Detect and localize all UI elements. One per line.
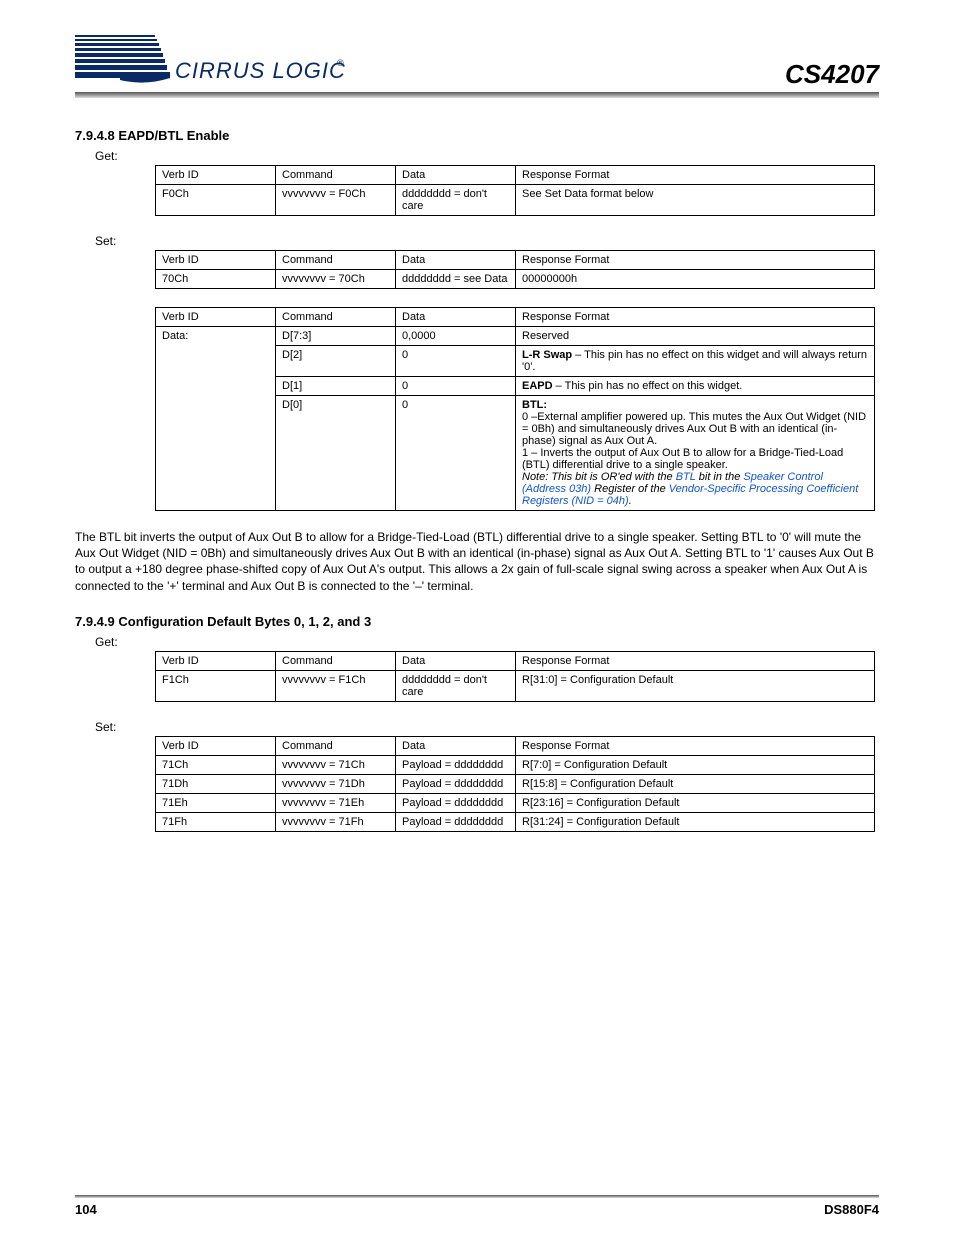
get-table-2: Verb ID Command Data Response Format F1C…: [155, 651, 875, 702]
td: 71Ch: [156, 755, 276, 774]
th: Command: [276, 308, 396, 327]
th: Response Format: [516, 166, 875, 185]
th: Verb ID: [156, 651, 276, 670]
td: F0Ch: [156, 185, 276, 216]
note: Note: This bit is OR'ed with the BTL bit…: [522, 471, 858, 507]
td: R[7:0] = Configuration Default: [516, 755, 875, 774]
cirrus-logo: CIRRUS LOGIC ®: [75, 30, 350, 90]
note-text: Register of the: [591, 483, 669, 495]
lr-swap-text: – This pin has no effect on this widget …: [522, 349, 867, 373]
th: Response Format: [516, 651, 875, 670]
page-header: CIRRUS LOGIC ® CS4207: [75, 30, 879, 90]
data-table-1: Verb ID Command Data Response Format Dat…: [155, 307, 875, 511]
th: Data: [396, 251, 516, 270]
td: D[1]: [276, 377, 396, 396]
td: 71Fh: [156, 812, 276, 831]
td-data-label: Data:: [156, 327, 276, 511]
th: Data: [396, 308, 516, 327]
note-text: Note: This bit is OR'ed with the: [522, 471, 676, 483]
th: Command: [276, 251, 396, 270]
td: R[31:24] = Configuration Default: [516, 812, 875, 831]
section-title-eapd: 7.9.4.8 EAPD/BTL Enable: [75, 128, 879, 143]
td: dddddddd = don't care: [396, 185, 516, 216]
btl-link[interactable]: BTL: [676, 471, 696, 483]
td: 0,0000: [396, 327, 516, 346]
section-title-config: 7.9.4.9 Configuration Default Bytes 0, 1…: [75, 614, 879, 629]
td: vvvvvvvv = 71Dh: [276, 774, 396, 793]
td: See Set Data format below: [516, 185, 875, 216]
header-divider: [75, 92, 879, 98]
td: vvvvvvvv = F0Ch: [276, 185, 396, 216]
set-table-2: Verb ID Command Data Response Format 71C…: [155, 736, 875, 832]
th: Data: [396, 651, 516, 670]
td: R[15:8] = Configuration Default: [516, 774, 875, 793]
td: 71Eh: [156, 793, 276, 812]
td: Payload = dddddddd: [396, 793, 516, 812]
th: Verb ID: [156, 308, 276, 327]
set-label-1: Set:: [95, 234, 879, 248]
td: vvvvvvvv = 71Fh: [276, 812, 396, 831]
td: F1Ch: [156, 670, 276, 701]
th: Command: [276, 736, 396, 755]
get-label-1: Get:: [95, 149, 879, 163]
th: Verb ID: [156, 166, 276, 185]
td: 00000000h: [516, 270, 875, 289]
th: Command: [276, 166, 396, 185]
page-footer: 104 DS880F4: [75, 1195, 879, 1217]
td: 0: [396, 396, 516, 511]
td: D[0]: [276, 396, 396, 511]
td: vvvvvvvv = 71Ch: [276, 755, 396, 774]
th: Data: [396, 166, 516, 185]
td: Payload = dddddddd: [396, 755, 516, 774]
td: R[23:16] = Configuration Default: [516, 793, 875, 812]
th: Response Format: [516, 251, 875, 270]
th: Response Format: [516, 736, 875, 755]
get-label-2: Get:: [95, 635, 879, 649]
footer-divider: [75, 1195, 879, 1198]
td: EAPD – This pin has no effect on this wi…: [516, 377, 875, 396]
btl-label: BTL:: [522, 399, 547, 411]
note-text: .: [629, 495, 632, 507]
td: L-R Swap – This pin has no effect on thi…: [516, 346, 875, 377]
td: Reserved: [516, 327, 875, 346]
set-label-2: Set:: [95, 720, 879, 734]
product-label: CS4207: [785, 59, 879, 90]
td: 70Ch: [156, 270, 276, 289]
th: Verb ID: [156, 736, 276, 755]
td: BTL: 0 –External amplifier powered up. T…: [516, 396, 875, 511]
td: Payload = dddddddd: [396, 812, 516, 831]
th: Response Format: [516, 308, 875, 327]
set-table-1: Verb ID Command Data Response Format 70C…: [155, 250, 875, 289]
eapd-text: – This pin has no effect on this widget.: [553, 380, 743, 392]
page-number: 104: [75, 1202, 97, 1217]
get-table-1: Verb ID Command Data Response Format F0C…: [155, 165, 875, 216]
td: 0: [396, 346, 516, 377]
th: Data: [396, 736, 516, 755]
td: vvvvvvvv = 70Ch: [276, 270, 396, 289]
td: D[2]: [276, 346, 396, 377]
th: Verb ID: [156, 251, 276, 270]
td: D[7:3]: [276, 327, 396, 346]
lr-swap-label: L-R Swap: [522, 349, 572, 361]
td: R[31:0] = Configuration Default: [516, 670, 875, 701]
doc-number: DS880F4: [824, 1202, 879, 1217]
th: Command: [276, 651, 396, 670]
note-text: bit in the: [696, 471, 744, 483]
svg-text:®: ®: [337, 58, 344, 68]
btl-line1: 1 – Inverts the output of Aux Out B to a…: [522, 447, 843, 471]
btl-paragraph: The BTL bit inverts the output of Aux Ou…: [75, 529, 879, 594]
td: dddddddd = see Data: [396, 270, 516, 289]
td: Payload = dddddddd: [396, 774, 516, 793]
td: 0: [396, 377, 516, 396]
td: 71Dh: [156, 774, 276, 793]
svg-text:CIRRUS LOGIC: CIRRUS LOGIC: [175, 58, 346, 83]
td: vvvvvvvv = F1Ch: [276, 670, 396, 701]
td: vvvvvvvv = 71Eh: [276, 793, 396, 812]
td: dddddddd = don't care: [396, 670, 516, 701]
eapd-label: EAPD: [522, 380, 553, 392]
btl-line0: 0 –External amplifier powered up. This m…: [522, 411, 866, 447]
